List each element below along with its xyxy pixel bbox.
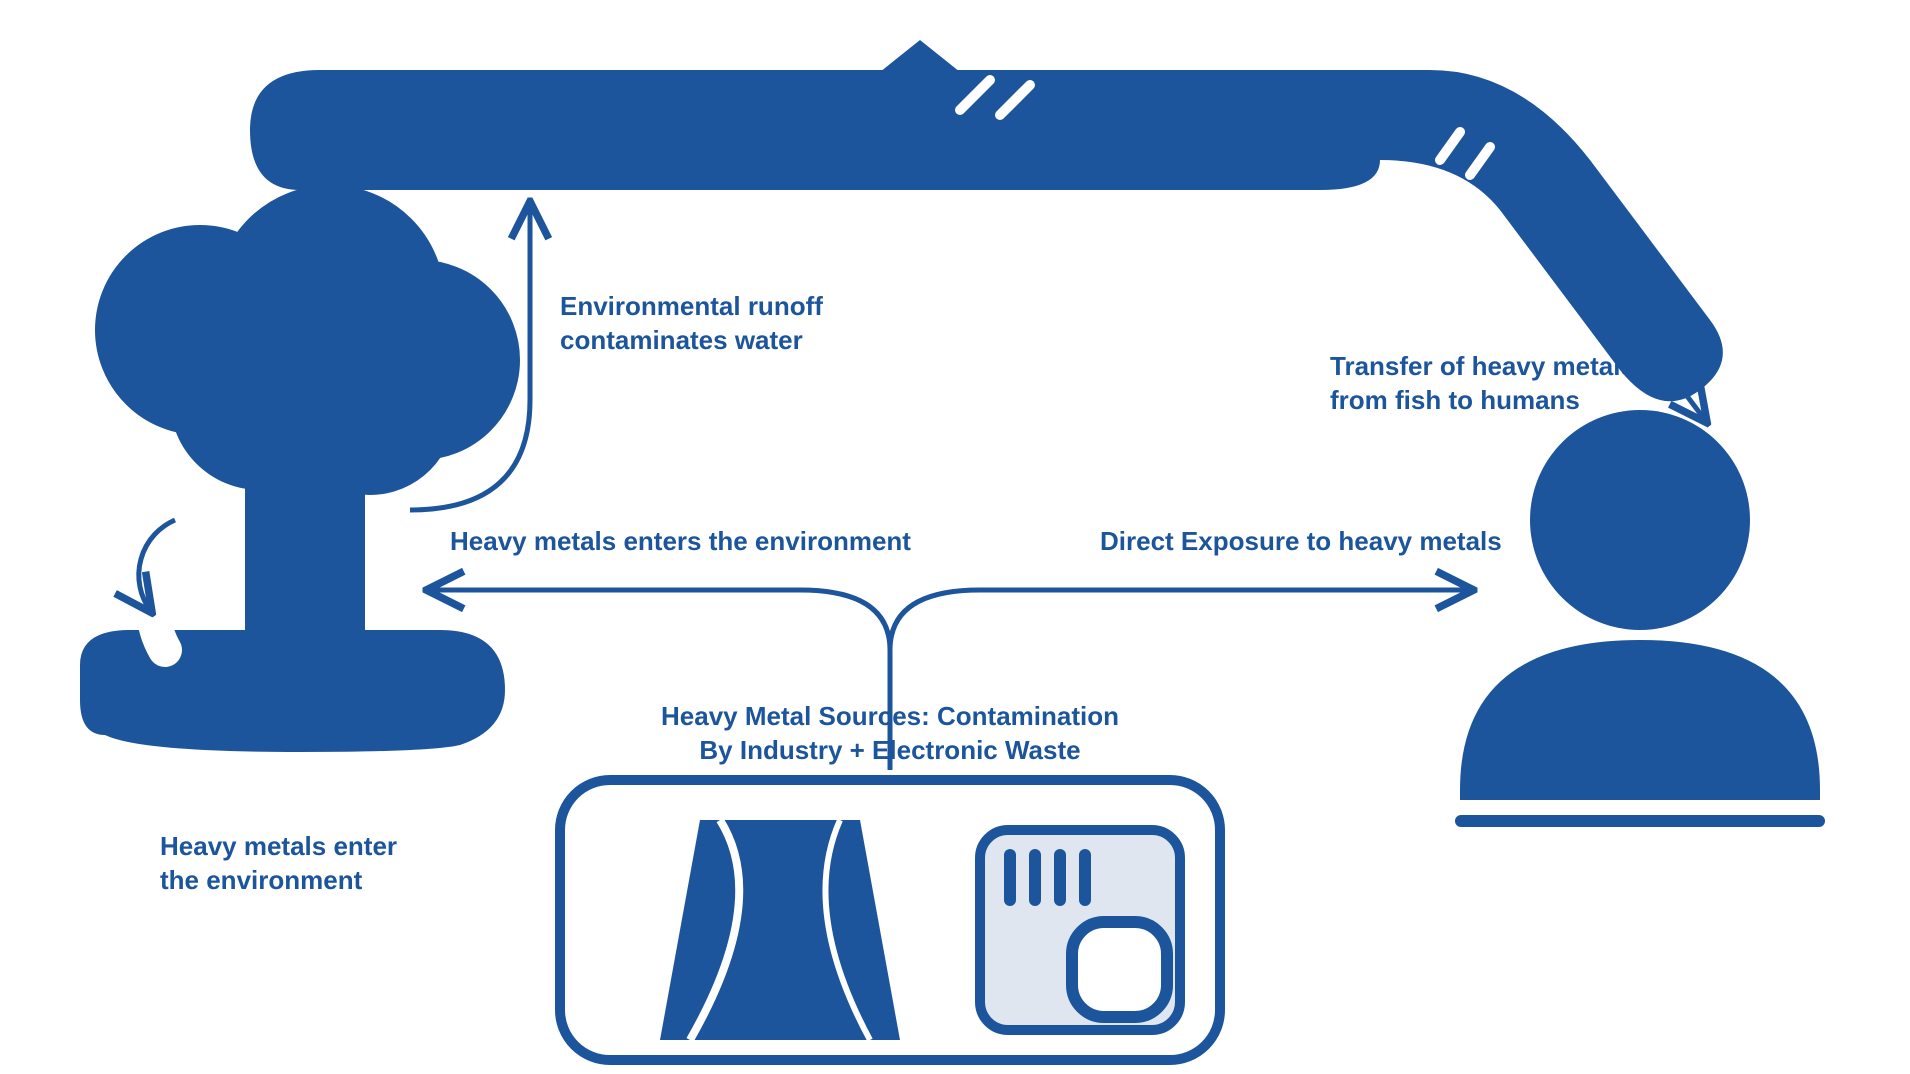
- label-enters-env-arrow: Heavy metals enters the environment: [450, 525, 911, 559]
- label-enters-env-caption: Heavy metals enter the environment: [160, 830, 397, 898]
- diagram-stage: Environmental runoff contaminates water …: [0, 0, 1910, 1074]
- sources-box: [560, 780, 1220, 1060]
- label-env-runoff: Environmental runoff contaminates water: [560, 290, 823, 358]
- ewaste-icon: [980, 830, 1180, 1030]
- label-sources-title: Heavy Metal Sources: Contamination By In…: [630, 700, 1150, 768]
- human-icon: [1455, 410, 1825, 827]
- label-direct-exposure: Direct Exposure to heavy metals: [1100, 525, 1502, 559]
- diagram-svg: [0, 0, 1910, 1074]
- label-transfer: Transfer of heavy metals from fish to hu…: [1330, 350, 1635, 418]
- factory-icon: [660, 820, 900, 1040]
- environment-icon: [80, 190, 515, 752]
